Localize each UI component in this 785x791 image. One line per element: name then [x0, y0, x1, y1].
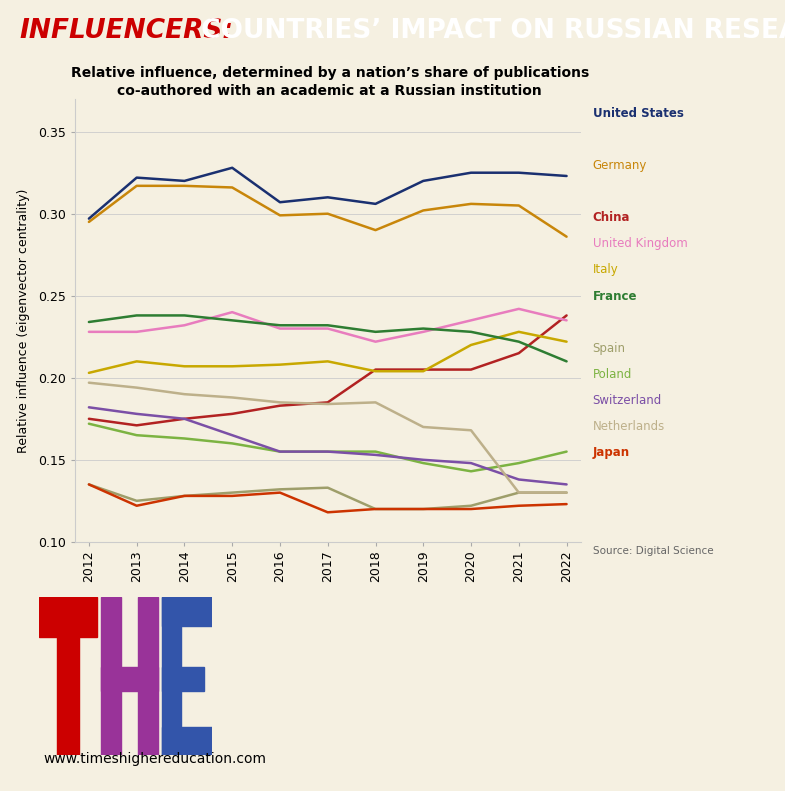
Bar — [162, 597, 212, 626]
Text: Japan: Japan — [593, 446, 630, 459]
Text: Italy: Italy — [593, 263, 619, 276]
Text: China: China — [593, 211, 630, 224]
Bar — [162, 727, 212, 755]
Bar — [39, 597, 97, 637]
Text: Poland: Poland — [593, 368, 632, 380]
Text: Source: Digital Science: Source: Digital Science — [593, 546, 714, 556]
Text: Netherlands: Netherlands — [593, 420, 665, 433]
Text: Germany: Germany — [593, 159, 647, 172]
Bar — [162, 667, 204, 691]
Text: Spain: Spain — [593, 342, 626, 354]
Bar — [162, 597, 181, 755]
Text: United Kingdom: United Kingdom — [593, 237, 688, 250]
Y-axis label: Relative influence (eigenvector centrality): Relative influence (eigenvector centrali… — [17, 188, 30, 452]
Bar — [57, 637, 78, 755]
Bar — [100, 597, 121, 755]
Text: France: France — [593, 290, 637, 302]
Text: INFLUENCERS:: INFLUENCERS: — [20, 18, 233, 44]
Text: COUNTRIES’ IMPACT ON RUSSIAN RESEARCH: COUNTRIES’ IMPACT ON RUSSIAN RESEARCH — [192, 18, 785, 44]
Bar — [138, 597, 159, 755]
Text: United States: United States — [593, 107, 684, 119]
Text: www.timeshighereducation.com: www.timeshighereducation.com — [43, 751, 266, 766]
Text: Switzerland: Switzerland — [593, 394, 662, 407]
Bar — [100, 667, 159, 691]
Text: Relative influence, determined by a nation’s share of publications
co-authored w: Relative influence, determined by a nati… — [71, 66, 589, 98]
